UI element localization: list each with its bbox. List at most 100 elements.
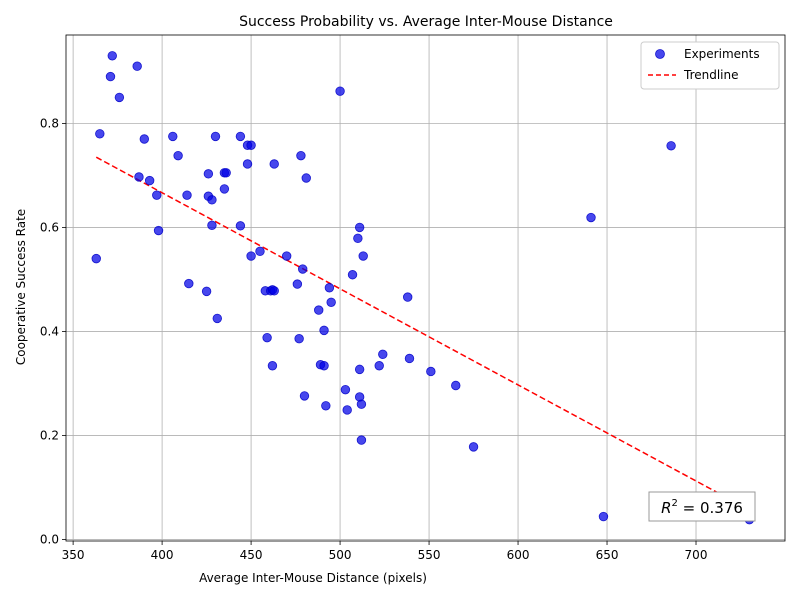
x-tick-label: 400 xyxy=(151,548,174,562)
data-point xyxy=(152,190,162,200)
annotation-suffix: = 0.376 xyxy=(678,499,743,517)
x-axis-label: Average Inter-Mouse Distance (pixels) xyxy=(199,571,427,585)
data-point xyxy=(255,246,265,257)
data-point xyxy=(207,195,217,205)
data-point xyxy=(267,361,278,371)
data-point xyxy=(298,264,308,274)
data-point xyxy=(262,332,272,343)
data-point xyxy=(403,292,413,302)
data-point xyxy=(134,172,144,182)
data-point xyxy=(210,131,221,142)
annotation-text: R2 = 0.376 xyxy=(661,498,743,517)
data-point xyxy=(139,134,150,144)
data-point xyxy=(246,140,256,150)
x-ticks: 350 400 450 500 550 600 650 700 xyxy=(62,541,708,562)
y-tick-label: 0.2 xyxy=(40,428,59,442)
data-point xyxy=(221,168,231,178)
chart-title: Success Probability vs. Average Inter-Mo… xyxy=(239,14,613,30)
annotation-box xyxy=(648,491,756,522)
data-point xyxy=(326,297,336,308)
data-point xyxy=(235,221,246,231)
legend: Experiments Trendline xyxy=(640,41,780,90)
data-point xyxy=(173,150,183,161)
data-point xyxy=(299,391,310,401)
x-tick-label: 500 xyxy=(329,548,352,562)
data-point xyxy=(168,131,178,142)
trendline-layer xyxy=(95,156,750,511)
points-layer xyxy=(91,51,755,525)
data-point xyxy=(340,384,351,395)
data-point xyxy=(451,380,461,391)
x-tick-label: 650 xyxy=(596,548,619,562)
x-tick-label: 550 xyxy=(418,548,441,562)
data-point xyxy=(468,442,479,452)
r-squared-annotation: R2 = 0.376 xyxy=(648,491,756,522)
plot-frame xyxy=(65,34,786,542)
data-point xyxy=(281,251,292,261)
data-point xyxy=(91,253,101,264)
data-point xyxy=(242,159,253,169)
data-point xyxy=(296,150,306,161)
y-axis-label: Cooperative Success Rate xyxy=(14,209,28,365)
data-point xyxy=(586,212,596,223)
data-point xyxy=(95,129,105,139)
data-point xyxy=(201,286,212,297)
data-point xyxy=(207,220,217,231)
data-point xyxy=(107,51,117,61)
x-tick-label: 350 xyxy=(62,548,85,562)
x-tick-label: 700 xyxy=(685,548,708,562)
data-point xyxy=(182,190,192,200)
data-point xyxy=(144,175,155,186)
y-tick-label: 0.6 xyxy=(40,220,59,234)
data-point xyxy=(269,159,279,169)
annotation-prefix: R xyxy=(661,499,671,517)
data-point xyxy=(301,173,311,183)
data-point xyxy=(354,364,365,375)
data-point xyxy=(292,279,303,289)
data-point xyxy=(132,61,142,71)
y-tick-label: 0.4 xyxy=(40,324,59,338)
data-point xyxy=(324,283,335,293)
data-point xyxy=(235,131,246,142)
data-point xyxy=(294,334,304,344)
data-point xyxy=(374,361,384,371)
data-point xyxy=(319,325,329,336)
y-tick-label: 0.0 xyxy=(40,532,59,546)
data-point xyxy=(314,305,324,315)
data-point xyxy=(353,233,363,244)
data-point xyxy=(404,353,415,364)
y-tick-label: 0.8 xyxy=(40,116,59,130)
data-point xyxy=(378,349,388,360)
data-point xyxy=(358,251,368,261)
y-ticks: 0.0 0.2 0.4 0.6 0.8 xyxy=(40,116,66,546)
data-point xyxy=(203,169,214,179)
data-point xyxy=(321,401,331,411)
data-point xyxy=(342,405,352,415)
data-point xyxy=(426,366,436,377)
x-tick-label: 450 xyxy=(240,548,263,562)
data-point xyxy=(246,251,256,261)
data-point xyxy=(356,399,367,409)
x-tick-label: 600 xyxy=(507,548,530,562)
annotation-superscript: 2 xyxy=(672,498,678,509)
data-point xyxy=(356,435,367,445)
data-point xyxy=(319,361,329,371)
data-point xyxy=(219,184,230,194)
legend-box xyxy=(640,41,780,90)
data-point xyxy=(347,270,358,280)
legend-marker-experiments xyxy=(655,49,665,59)
data-point xyxy=(666,141,676,151)
legend-label-trendline: Trendline xyxy=(683,68,739,82)
grid xyxy=(66,35,785,541)
data-point xyxy=(354,222,365,233)
data-point xyxy=(153,225,164,236)
trendline xyxy=(95,156,750,511)
data-point xyxy=(212,313,222,324)
data-point xyxy=(269,286,279,296)
data-point xyxy=(114,92,125,103)
legend-label-experiments: Experiments xyxy=(684,47,760,61)
data-point xyxy=(184,278,194,289)
data-point xyxy=(598,511,609,522)
data-point xyxy=(335,86,345,96)
